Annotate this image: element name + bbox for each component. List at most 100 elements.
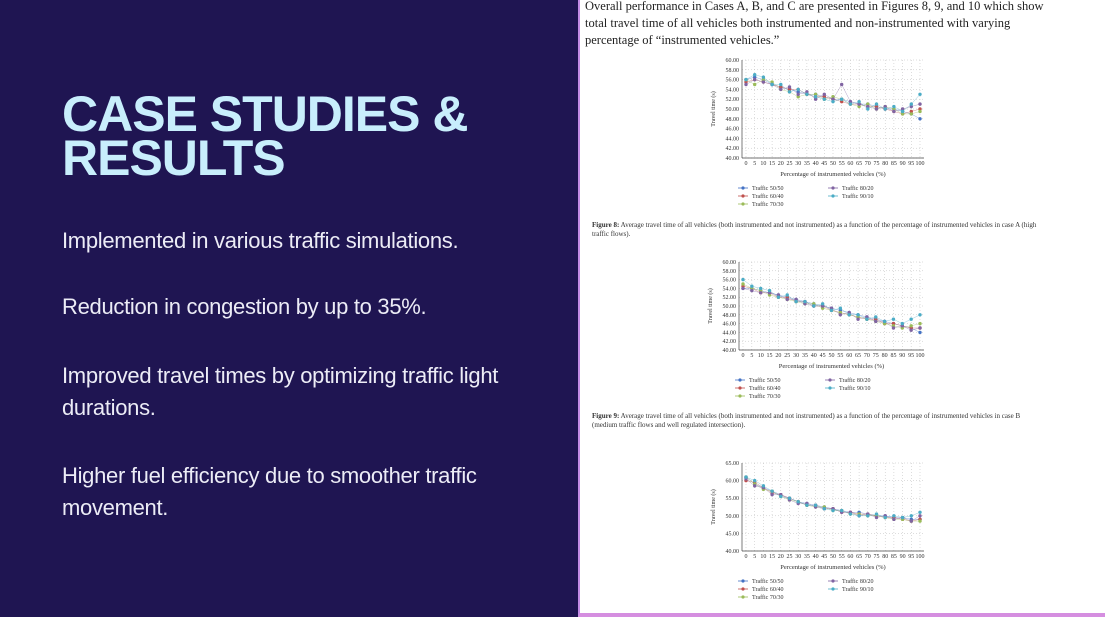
x-tick-label: 20 xyxy=(775,353,781,359)
y-tick-label: 48.00 xyxy=(723,313,737,319)
point xyxy=(866,514,870,518)
point xyxy=(840,508,844,513)
point xyxy=(805,503,809,507)
point xyxy=(892,109,896,114)
x-tick-label: 70 xyxy=(865,554,871,560)
point xyxy=(900,109,905,114)
y-tick-label: 60.00 xyxy=(723,260,737,266)
point xyxy=(770,492,774,497)
point xyxy=(753,82,757,87)
point xyxy=(831,508,835,513)
x-tick-label: 0 xyxy=(745,554,748,560)
x-tick-label: 45 xyxy=(820,353,826,359)
y-tick-label: 60.00 xyxy=(726,58,740,64)
x-tick-label: 75 xyxy=(874,161,880,167)
point xyxy=(753,75,757,79)
point xyxy=(787,85,792,89)
legend-label: Traffic 70/30 xyxy=(752,201,784,208)
legend-label: Traffic 80/20 xyxy=(842,185,874,192)
point xyxy=(838,313,843,317)
point xyxy=(892,514,896,518)
x-tick-label: 55 xyxy=(839,554,845,560)
point xyxy=(848,99,853,104)
legend-swatch xyxy=(831,194,835,198)
point xyxy=(892,107,896,111)
x-tick-label: 50 xyxy=(830,161,836,167)
point xyxy=(753,484,757,488)
y-tick-label: 56.00 xyxy=(726,78,740,84)
x-tick-label: 10 xyxy=(760,161,766,167)
y-tick-label: 40.00 xyxy=(726,549,740,555)
x-tick-label: 40 xyxy=(813,161,819,167)
legend-swatch xyxy=(738,394,742,398)
point xyxy=(909,104,913,109)
legend-swatch xyxy=(831,579,835,583)
legend-swatch xyxy=(738,378,742,382)
figure-caption: Figure 8: Average travel time of all veh… xyxy=(592,221,1047,239)
point xyxy=(900,321,904,326)
point xyxy=(866,102,870,106)
point xyxy=(744,475,748,479)
bullet: Higher fuel efficiency due to smoother t… xyxy=(62,463,477,520)
y-tick-label: 65.00 xyxy=(726,461,740,467)
point xyxy=(770,489,774,493)
figures: 40.00 42.00 44.00 46.00 48.00 50.00 52.00 54.00… xyxy=(707,58,925,601)
point xyxy=(840,97,844,101)
x-tick-label: 15 xyxy=(767,353,773,359)
legend-label: Traffic 90/10 xyxy=(842,586,874,593)
x-tick-label: 75 xyxy=(874,554,880,560)
y-tick-label: 54.00 xyxy=(726,87,740,93)
point xyxy=(794,299,798,304)
point xyxy=(848,102,853,106)
point xyxy=(813,92,818,97)
point xyxy=(767,288,772,293)
x-tick-label: 10 xyxy=(758,353,764,359)
x-tick-label: 80 xyxy=(882,554,888,560)
legend-swatch xyxy=(741,587,745,591)
point xyxy=(805,92,809,97)
legend-label: Traffic 50/50 xyxy=(749,377,781,384)
point xyxy=(796,500,800,504)
y-tick-label: 46.00 xyxy=(723,322,737,328)
x-tick-label: 65 xyxy=(856,161,862,167)
x-axis-label: Percentage of instrumented vehicles (%) xyxy=(780,171,885,178)
point xyxy=(847,313,851,317)
point xyxy=(785,297,789,302)
x-tick-label: 40 xyxy=(811,353,817,359)
point xyxy=(776,295,781,299)
x-tick-label: 70 xyxy=(864,353,870,359)
x-tick-label: 95 xyxy=(908,353,914,359)
x-tick-label: 25 xyxy=(784,353,790,359)
point xyxy=(874,104,879,109)
x-tick-label: 100 xyxy=(916,554,925,560)
y-axis-label: Travel time (s) xyxy=(710,91,717,126)
legend-swatch xyxy=(741,202,745,206)
point xyxy=(761,75,766,79)
y-tick-label: 60.00 xyxy=(726,479,740,485)
point xyxy=(900,112,905,116)
x-tick-label: 50 xyxy=(830,554,836,560)
x-tick-label: 0 xyxy=(742,353,745,359)
paper-excerpt: Overall performance in Cases A, B, and C… xyxy=(578,0,1105,617)
point xyxy=(874,515,879,520)
paper-text: Overall performance in Cases A, B, and C… xyxy=(585,0,1044,47)
point xyxy=(812,304,816,308)
point xyxy=(900,515,905,520)
point xyxy=(829,308,834,313)
point xyxy=(813,97,818,101)
y-tick-label: 58.00 xyxy=(723,269,737,275)
point xyxy=(866,107,870,111)
point xyxy=(900,107,905,111)
point xyxy=(909,109,913,114)
x-tick-label: 25 xyxy=(787,161,793,167)
point xyxy=(918,321,922,326)
figure-caption: Figure 9: Average travel time of all veh… xyxy=(592,412,1047,430)
point xyxy=(892,517,896,522)
point xyxy=(803,299,807,304)
y-tick-label: 55.00 xyxy=(726,496,740,502)
point xyxy=(787,496,792,500)
point xyxy=(891,326,896,330)
x-tick-label: 60 xyxy=(846,353,852,359)
point xyxy=(918,313,922,317)
